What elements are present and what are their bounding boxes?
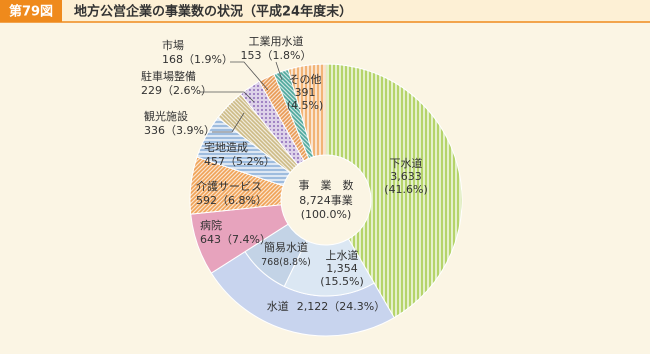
label-value-line: 153（1.8%）	[241, 49, 312, 62]
label-name: 工業用水道	[249, 34, 304, 48]
label-percent: (15.5%)	[320, 275, 364, 288]
label-line: 水道 2,122（24.3%）	[267, 299, 385, 313]
label-name: 上水道	[326, 248, 359, 262]
label-percent: (4.5%)	[287, 99, 324, 112]
label-name: 駐車場整備	[141, 69, 196, 83]
label-value-line: 592（6.8%）	[196, 194, 267, 207]
label-value: 3,633	[390, 170, 422, 183]
label-value-line: 336（3.9%）	[144, 124, 215, 137]
label-percent: （24.3%）	[328, 300, 385, 313]
label-name: その他	[289, 73, 322, 86]
label-value: 457	[204, 155, 225, 168]
label-name: 病院	[200, 218, 222, 232]
label-percent: （1.8%）	[262, 49, 312, 62]
label-value-line: 168（1.9%）	[162, 53, 233, 66]
leader-line	[230, 61, 269, 91]
label-name: 市場	[162, 38, 184, 52]
label-name: 水道	[267, 299, 289, 313]
label-value: 153	[241, 49, 262, 62]
label-percent: （1.9%）	[183, 53, 233, 66]
figure-label-box	[0, 0, 62, 22]
label-percent: (41.6%)	[384, 183, 428, 196]
slice	[325, 63, 463, 319]
leader-line	[200, 91, 255, 103]
label-percent: （5.2%）	[225, 155, 275, 168]
label-value-line: 768(8.8%)	[261, 257, 311, 268]
label-value: 229	[141, 84, 162, 97]
center-total: 8,724事業	[299, 194, 353, 207]
label-value-line: 643（7.4%）	[200, 233, 271, 246]
header-band	[0, 0, 650, 22]
label-name: 観光施設	[144, 109, 188, 123]
leader-line	[275, 61, 283, 81]
label-value: 1,354	[326, 262, 358, 275]
center-title: 事 業 数	[299, 179, 354, 192]
label-value-line: 457（5.2%）	[204, 155, 275, 168]
label-value: 336	[144, 124, 165, 137]
label-value: 2,122	[297, 300, 329, 313]
label-value: 391	[295, 86, 316, 99]
label-value: 643	[200, 233, 221, 246]
label-percent: （6.8%）	[217, 194, 267, 207]
label-percent: （2.6%）	[162, 84, 212, 97]
leader-line	[212, 112, 245, 133]
figure-label: 第79図	[9, 4, 53, 20]
label-name: 下水道	[390, 156, 423, 170]
label-percent: (8.8%)	[279, 257, 311, 268]
label-name: 簡易水道	[264, 240, 308, 254]
label-name: 介護サービス	[196, 179, 262, 193]
chart-title: 地方公営企業の事業数の状況（平成24年度末）	[74, 4, 352, 20]
label-percent: （3.9%）	[165, 124, 215, 137]
label-percent: （7.4%）	[221, 233, 271, 246]
slice	[287, 63, 327, 158]
label-value: 592	[196, 194, 217, 207]
label-name: 宅地造成	[204, 140, 248, 154]
label-value-line: 229（2.6%）	[141, 84, 212, 97]
label-value: 168	[162, 53, 183, 66]
center-percent: (100.0%)	[301, 208, 352, 221]
label-value: 768	[261, 257, 279, 268]
